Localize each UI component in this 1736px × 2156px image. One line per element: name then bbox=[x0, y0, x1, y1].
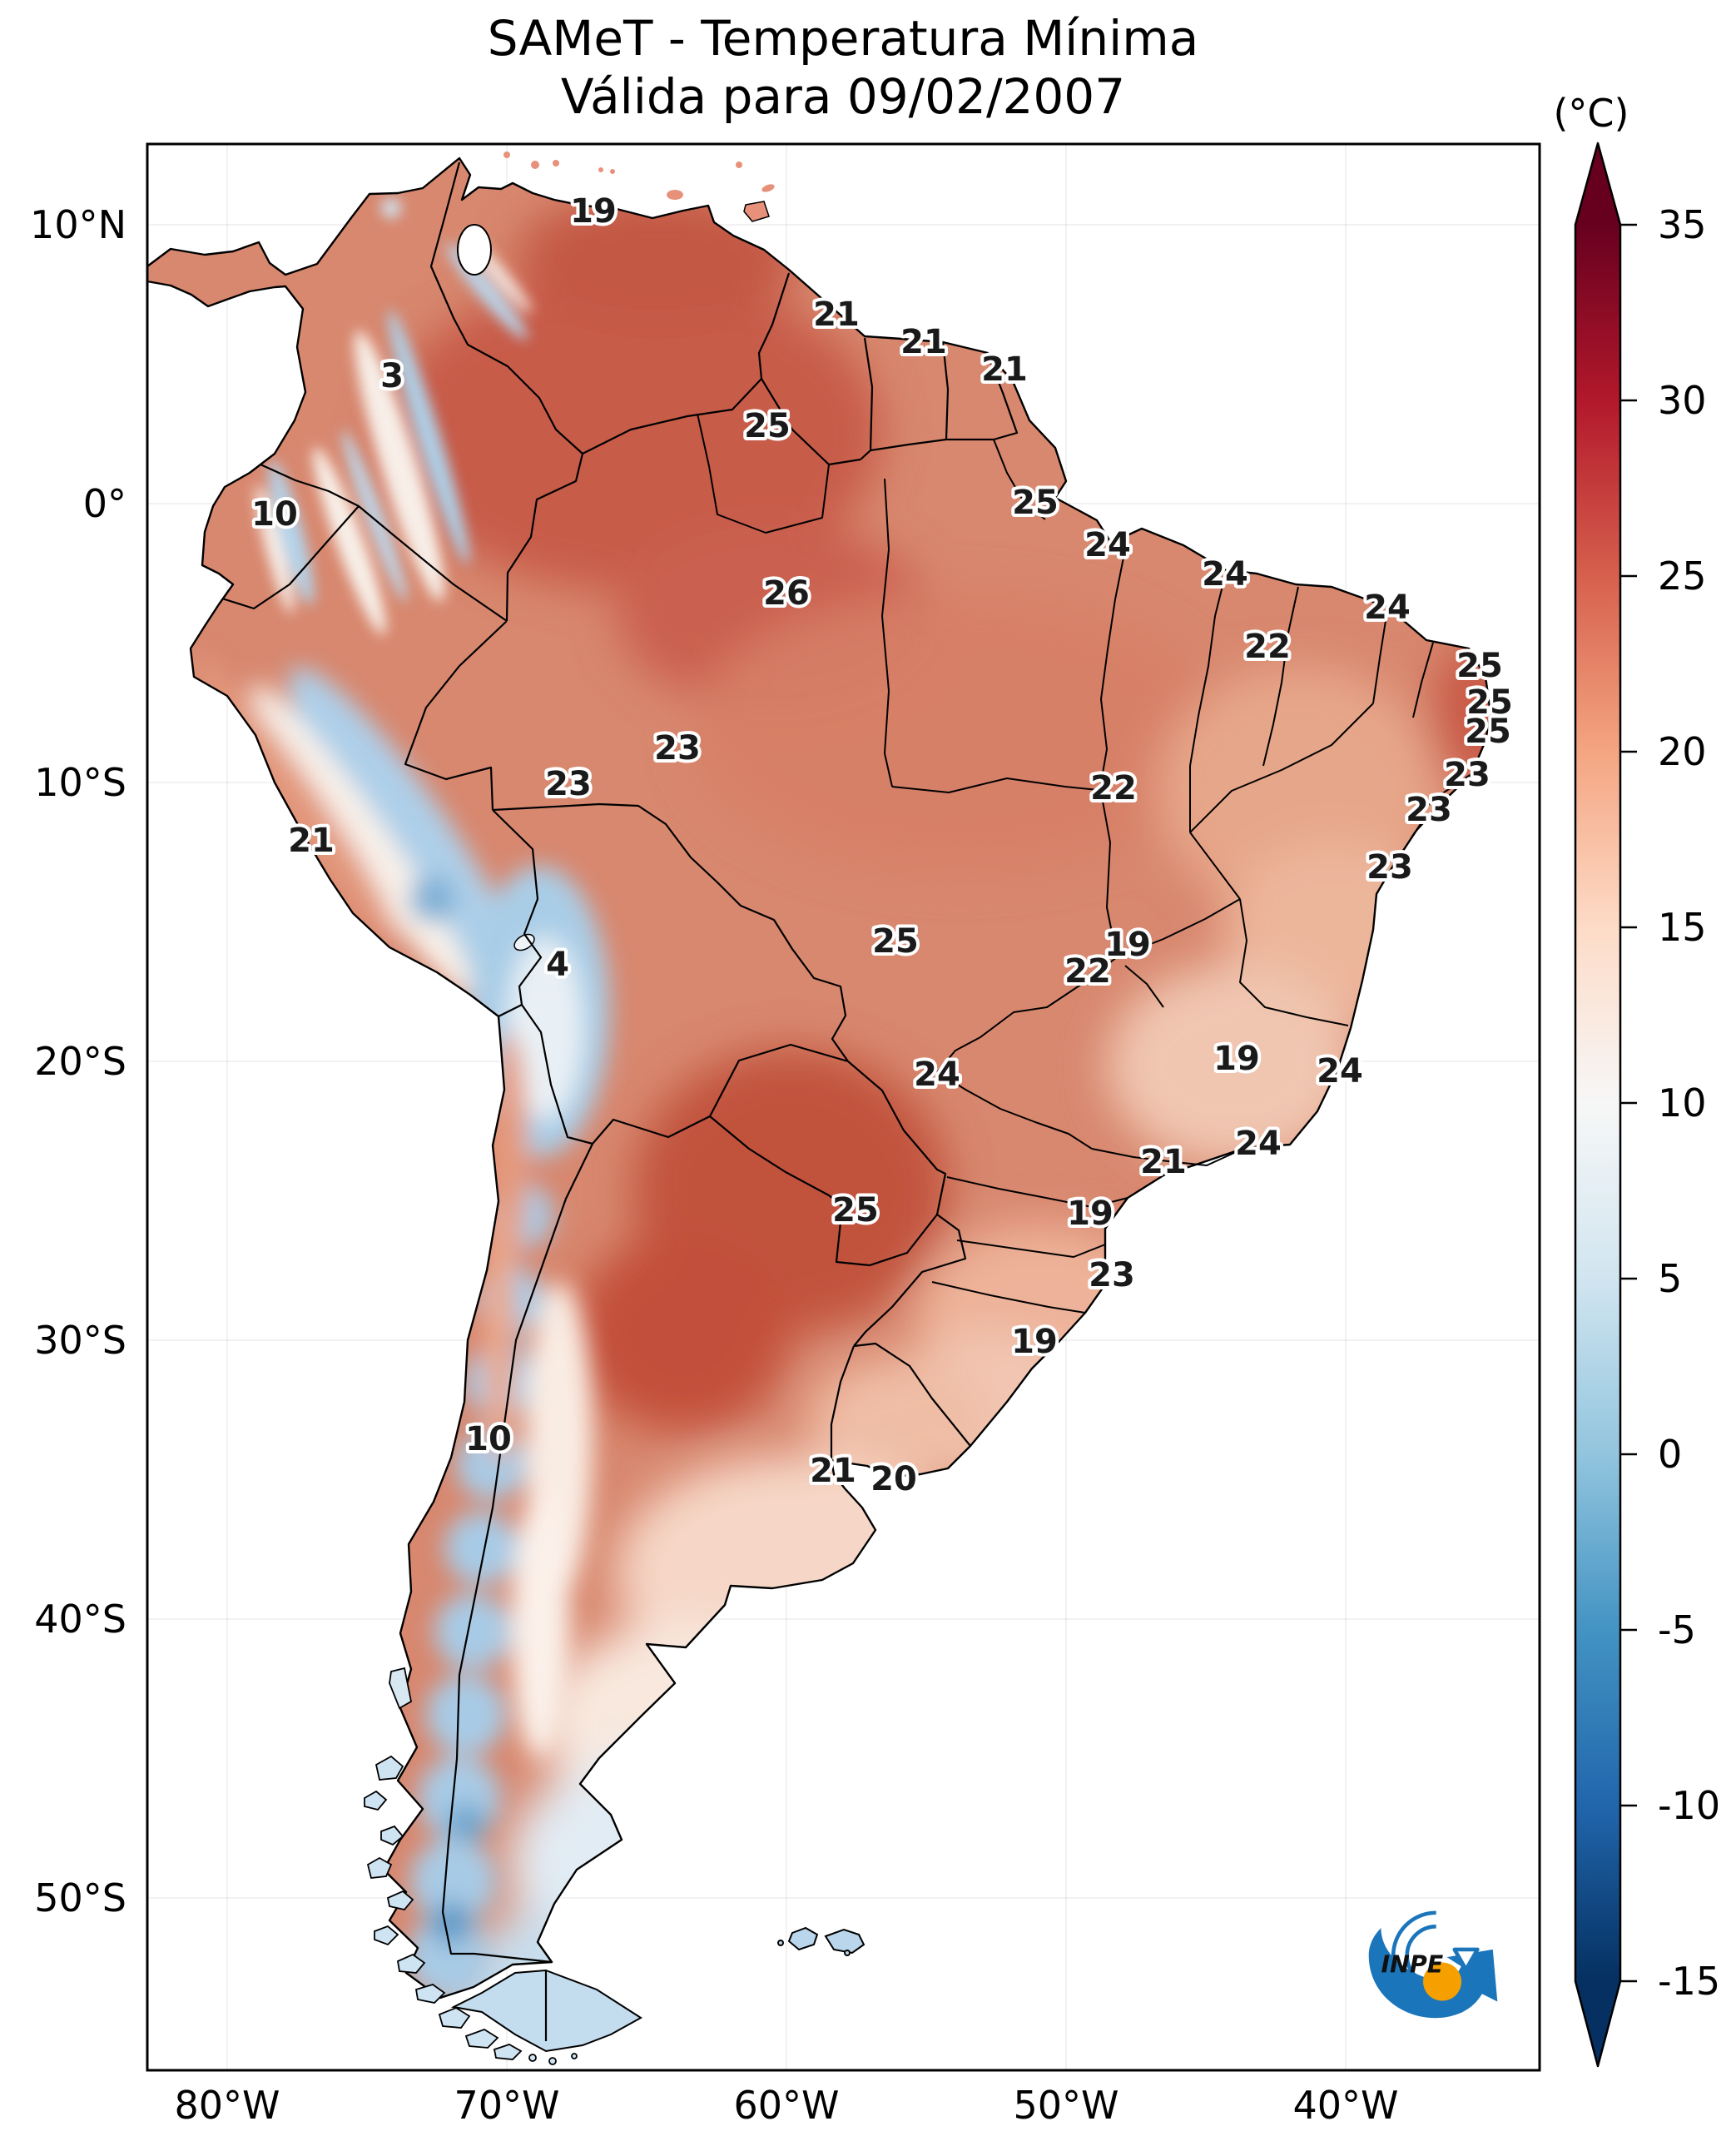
temperature-point-label: 24 bbox=[1202, 555, 1248, 594]
temperature-point-label: 21 bbox=[813, 296, 860, 334]
lat-tick-label: 50°S bbox=[34, 1875, 126, 1920]
colorbar-tick-label: -10 bbox=[1658, 1783, 1720, 1828]
lon-tick-label: 50°W bbox=[1013, 2083, 1118, 2128]
temperature-point-label: 3 bbox=[380, 357, 404, 395]
lon-tick-label: 80°W bbox=[174, 2083, 280, 2128]
temperature-point-label: 10 bbox=[251, 495, 298, 534]
lat-tick-label: 10°S bbox=[34, 760, 126, 805]
state-borders bbox=[697, 413, 1472, 1314]
lon-tick-label: 40°W bbox=[1292, 2083, 1398, 2128]
colorbar-tick-label: 20 bbox=[1658, 729, 1707, 774]
fjord-islands bbox=[364, 1667, 578, 2065]
temperature-point-label: 23 bbox=[545, 765, 592, 803]
temperature-point-label: 21 bbox=[900, 323, 947, 361]
inpe-logo-inner-arrowhead bbox=[1452, 1947, 1480, 1972]
lake-maracaibo bbox=[457, 224, 492, 276]
inpe-logo: INPE bbox=[1368, 1910, 1498, 2019]
caribbean-islands bbox=[503, 152, 775, 222]
lat-tick-label: 40°S bbox=[34, 1597, 126, 1642]
temperature-point-label: 25 bbox=[1012, 484, 1059, 522]
temperature-point-label: 19 bbox=[1067, 1195, 1114, 1233]
temperature-point-label: 23 bbox=[1089, 1256, 1135, 1294]
temperature-point-label: 22 bbox=[1064, 952, 1111, 991]
lat-tick-label: 30°S bbox=[34, 1318, 126, 1363]
inpe-logo-arrow bbox=[1368, 1928, 1498, 2019]
temperature-point-label: 25 bbox=[1466, 683, 1513, 722]
colorbar: 35 30 25 20 15 10 5 0 -5 -10 -15 (°C) bbox=[1553, 91, 1720, 2068]
temperature-point-label: 23 bbox=[654, 729, 701, 768]
temperature-point-label: 22 bbox=[1090, 769, 1137, 807]
temperature-point-label: 21 bbox=[1140, 1143, 1187, 1181]
colorbar-tick-label: -15 bbox=[1658, 1959, 1720, 2004]
country-borders bbox=[221, 161, 1019, 2041]
chart-title-line1: SAMeT - Temperatura Mínima bbox=[488, 10, 1199, 67]
lon-tick-label: 60°W bbox=[733, 2083, 839, 2128]
temperature-point-label: 24 bbox=[914, 1056, 960, 1094]
temperature-point-label: 24 bbox=[1235, 1125, 1282, 1163]
temperature-point-label: 25 bbox=[872, 922, 919, 961]
colorbar-tick-label: 10 bbox=[1658, 1080, 1707, 1125]
temperature-field bbox=[147, 158, 1490, 1998]
inpe-logo-text: INPE bbox=[1381, 1951, 1443, 1979]
temperature-point-label: 23 bbox=[1406, 791, 1452, 829]
chart-title-line2: Válida para 09/02/2007 bbox=[561, 68, 1125, 125]
lon-tick-label: 70°W bbox=[454, 2083, 559, 2128]
colorbar-tick-label: -5 bbox=[1658, 1607, 1696, 1652]
temperature-point-label: 19 bbox=[570, 192, 617, 231]
lat-tick-label: 10°N bbox=[30, 202, 126, 247]
colorbar-tick-label: 0 bbox=[1658, 1432, 1682, 1477]
colorbar-tick-label: 35 bbox=[1658, 202, 1707, 247]
map-frame bbox=[146, 142, 1541, 2072]
temperature-point-label: 23 bbox=[1444, 756, 1490, 794]
colorbar-unit-label: (°C) bbox=[1553, 91, 1629, 136]
temperature-point-label: 24 bbox=[1364, 589, 1411, 627]
latitude-axis-labels: 10°N 0° 10°S 20°S 30°S 40°S 50°S bbox=[30, 202, 126, 1920]
temperature-point-label: 25 bbox=[1456, 647, 1503, 685]
temperature-point-label: 21 bbox=[288, 822, 335, 860]
longitude-axis-labels: 80°W 70°W 60°W 50°W 40°W bbox=[174, 2083, 1398, 2128]
temperature-point-label: 23 bbox=[1366, 848, 1413, 887]
colorbar-tick-label: 5 bbox=[1658, 1256, 1682, 1301]
lake-titicaca bbox=[513, 933, 535, 951]
temperature-point-label: 26 bbox=[763, 574, 810, 613]
temperature-point-label: 19 bbox=[1011, 1323, 1058, 1361]
lat-tick-label: 20°S bbox=[34, 1039, 126, 1084]
colorbar-bar bbox=[1574, 142, 1622, 2068]
temperature-point-label: 25 bbox=[1465, 713, 1511, 751]
temperature-point-label: 21 bbox=[810, 1452, 856, 1490]
temperature-point-label: 19 bbox=[1104, 926, 1151, 964]
temperature-point-label: 21 bbox=[981, 350, 1028, 389]
temperature-point-label: 24 bbox=[1317, 1052, 1363, 1090]
temperature-point-label: 19 bbox=[1213, 1040, 1260, 1078]
temperature-point-label: 25 bbox=[832, 1191, 879, 1230]
temperature-point-label: 20 bbox=[870, 1460, 917, 1498]
temperature-point-label: 4 bbox=[546, 946, 569, 984]
colorbar-tick-label: 15 bbox=[1658, 905, 1707, 950]
colorbar-ticks: 35 30 25 20 15 10 5 0 -5 -10 -15 bbox=[1620, 202, 1720, 2004]
falkland-islands bbox=[777, 1926, 866, 1956]
temperature-point-label: 25 bbox=[744, 407, 791, 445]
colorbar-tick-label: 25 bbox=[1658, 554, 1707, 599]
lat-tick-label: 0° bbox=[83, 481, 126, 526]
temperature-point-label: 22 bbox=[1244, 628, 1291, 666]
inpe-logo-orange-dot bbox=[1423, 1962, 1462, 2001]
colorbar-tick-label: 30 bbox=[1658, 378, 1707, 423]
tierra-del-fuego-island bbox=[450, 1969, 642, 2053]
temperature-point-label: 10 bbox=[465, 1420, 512, 1458]
inpe-logo-spiral-outer bbox=[1391, 1910, 1481, 2001]
temperature-point-label: 24 bbox=[1084, 526, 1131, 564]
